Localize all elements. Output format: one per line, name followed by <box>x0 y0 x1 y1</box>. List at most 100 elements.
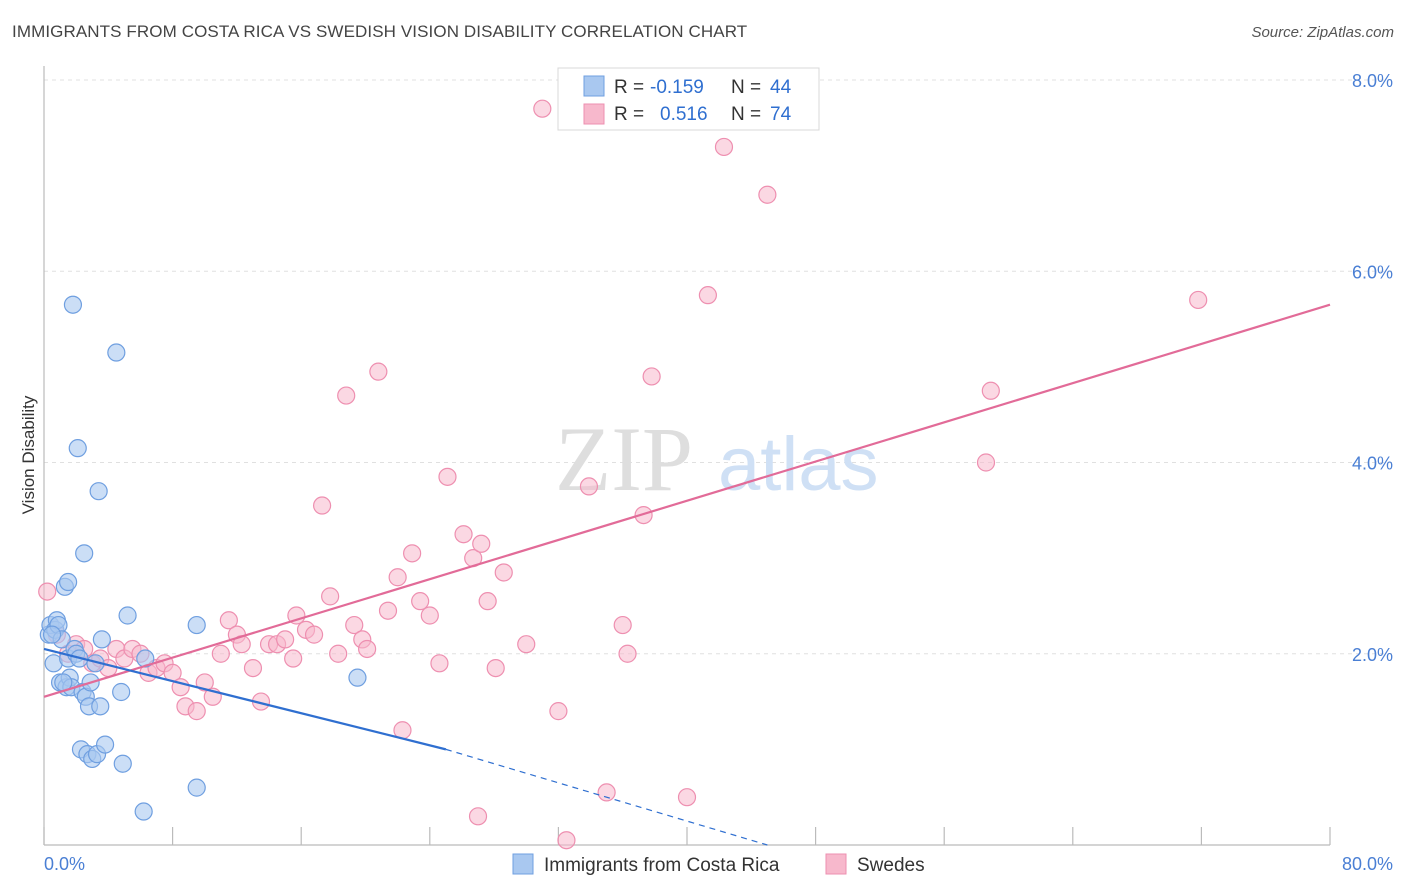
swedes-point <box>388 568 407 587</box>
swedes-point <box>472 534 491 553</box>
swedes-point <box>642 367 661 386</box>
legend-swatch-pink <box>583 103 605 125</box>
watermark-zip: ZIP <box>555 408 693 510</box>
swedes-point <box>714 137 734 157</box>
trend-lines <box>43 303 1331 846</box>
legend-r-value-2: 0.516 <box>660 104 708 125</box>
swedes-point <box>1189 290 1208 310</box>
swedes-point <box>579 477 599 496</box>
costa-rica-point <box>112 682 131 702</box>
x-tick-label-min: 0.0% <box>44 854 85 874</box>
swedes-point <box>403 544 422 563</box>
legend-r-label-1: R = <box>614 77 644 98</box>
swedes-point <box>219 611 238 630</box>
costa-rica-point <box>59 572 78 592</box>
y-tick-label: 4.0% <box>1352 454 1393 474</box>
swedes-point <box>284 649 303 668</box>
costa-rica-point <box>89 482 108 501</box>
swedes-point <box>345 615 364 635</box>
legend-n-value-2: 74 <box>770 104 792 125</box>
swedes-point <box>618 644 637 663</box>
costa-rica-point <box>118 606 137 625</box>
swedes-point <box>454 525 473 544</box>
costa-rica-point <box>95 735 115 754</box>
swedes-point <box>287 606 306 625</box>
swedes-point <box>981 381 1000 400</box>
costa-rica-point <box>63 295 83 314</box>
x-tick-label-max: 80.0% <box>1342 854 1393 874</box>
swedes-point <box>494 563 513 582</box>
costa-rica-point <box>42 625 62 644</box>
swedes-point <box>420 606 439 625</box>
legend-box: R = -0.159 N = 44 R = 0.516 N = 74 <box>557 67 820 131</box>
swedes-point <box>557 831 576 850</box>
swedes-point <box>243 658 263 678</box>
swedes-point <box>486 658 505 678</box>
bottom-legend-label-swedes: Swedes <box>857 855 925 876</box>
costa-rica-point <box>92 630 111 649</box>
costa-rica-point <box>134 802 153 821</box>
costa-rica-trend-extension <box>445 748 768 846</box>
swedes-point <box>976 453 996 472</box>
legend-n-value-1: 44 <box>770 77 792 98</box>
swedes-point <box>358 639 377 659</box>
swedes-point <box>533 99 552 118</box>
costa-rica-points <box>39 295 367 821</box>
swedes-point <box>329 644 348 663</box>
legend-n-label-1: N = <box>731 77 761 98</box>
y-axis-label: Vision Disability <box>19 395 38 514</box>
x-tick-labels: 0.0% 80.0% <box>44 854 1393 874</box>
legend-r-label-2: R = <box>614 104 644 125</box>
swedes-point <box>312 496 332 515</box>
swedes-point <box>211 644 230 663</box>
costa-rica-point <box>91 697 110 716</box>
swedes-point <box>276 630 295 649</box>
bottom-legend-label-costa-rica: Immigrants from Costa Rica <box>544 855 780 876</box>
y-tick-label: 8.0% <box>1352 71 1393 91</box>
costa-rica-point <box>187 615 206 635</box>
swedes-point <box>187 702 206 721</box>
legend-r-value-1: -0.159 <box>650 77 704 98</box>
swedes-point <box>195 673 214 692</box>
swedes-point <box>613 615 632 635</box>
swedes-trend-line <box>43 303 1331 698</box>
y-tick-label: 2.0% <box>1352 645 1393 665</box>
swedes-point <box>677 788 697 807</box>
swedes-point <box>378 601 398 620</box>
swedes-point <box>38 582 57 601</box>
swedes-point <box>758 185 777 204</box>
swedes-point <box>698 286 717 305</box>
costa-rica-point <box>187 778 206 797</box>
swedes-point <box>337 386 356 405</box>
costa-rica-point <box>75 544 94 563</box>
costa-rica-point <box>68 439 87 458</box>
bottom-legend-swatch-blue <box>512 853 534 875</box>
swedes-point <box>321 587 340 606</box>
swedes-point <box>438 467 457 486</box>
swedes-point <box>411 592 430 611</box>
costa-rica-trend-line <box>43 647 447 751</box>
swedes-point <box>517 635 536 654</box>
chart-title: IMMIGRANTS FROM COSTA RICA VS SWEDISH VI… <box>12 22 748 41</box>
swedes-point <box>304 625 324 644</box>
legend-swatch-blue <box>583 75 605 97</box>
source-credit: Source: ZipAtlas.com <box>1251 24 1394 41</box>
costa-rica-point <box>113 754 132 773</box>
costa-rica-point <box>348 668 367 687</box>
grid-lines <box>44 79 1395 655</box>
bottom-legend: Immigrants from Costa Rica Swedes <box>512 853 925 876</box>
swedes-point <box>478 592 497 611</box>
costa-rica-point <box>107 343 126 362</box>
y-tick-label: 6.0% <box>1352 262 1393 282</box>
swedes-point <box>369 362 388 381</box>
swedes-point <box>549 702 568 721</box>
swedes-point <box>468 807 488 826</box>
watermark: ZIP atlas <box>555 408 879 510</box>
bottom-legend-swatch-pink <box>825 853 847 875</box>
legend-n-label-2: N = <box>731 104 761 125</box>
swedes-point <box>430 654 449 673</box>
watermark-atlas: atlas <box>718 422 879 507</box>
swedes-point <box>597 783 616 802</box>
y-tick-labels: 2.0% 4.0% 6.0% 8.0% <box>1352 71 1393 665</box>
